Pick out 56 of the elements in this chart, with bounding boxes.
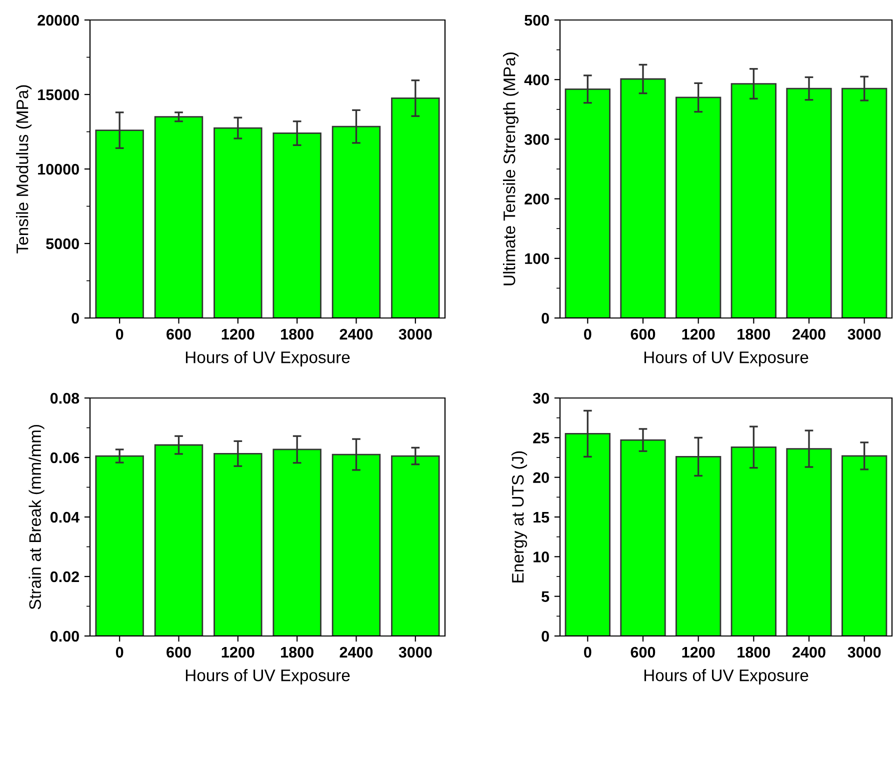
x-tick-label: 1800 [281,328,314,340]
y-tick-label: 15000 [38,89,79,100]
x-tick-label: 3000 [398,328,432,340]
x-tick-label: 1200 [682,328,715,340]
x-tick-label: 0 [584,328,592,340]
y-axis-title: Energy at UTS (J) [512,451,528,582]
x-axis-title: Hours of UV Exposure [644,351,808,367]
x-tick-label: 0 [116,328,124,340]
x-tick-label: 0 [116,646,124,658]
y-tick-label: 10 [534,552,549,562]
y-tick-label: 0 [72,312,79,324]
y-axis-title: Strain at Break (mm/mm) [28,424,44,610]
x-tick-label: 2400 [340,328,373,340]
x-tick-label: 600 [166,646,191,658]
x-tick-label: 2400 [340,646,373,658]
y-tick-label: 20 [533,472,549,484]
x-tick-label: 3000 [848,328,881,340]
x-tick-label: 600 [166,328,191,340]
x-tick-label: 1200 [682,646,715,658]
y-tick-label: 300 [524,134,549,145]
y-tick-label: 5000 [46,238,79,250]
x-tick-label: 1200 [222,646,254,658]
y-tick-label: 0.06 [50,452,80,464]
y-tick-label: 0.00 [50,630,79,642]
x-tick-label: 600 [630,328,656,340]
x-tick-label: 600 [630,646,656,658]
y-tick-label: 0 [542,312,549,324]
x-axis-title: Hours of UV Exposure [644,669,808,685]
y-tick-label: 0.08 [50,392,80,404]
y-tick-label: 20000 [38,14,79,26]
x-tick-label: 1800 [738,646,770,658]
x-axis-title: Hours of UV Exposure [186,351,350,367]
y-tick-label: 25 [533,432,550,444]
x-tick-label: 3000 [848,646,881,658]
y-tick-label: 5 [542,591,550,602]
y-axis-title: Ultimate Tensile Strength (MPa) [503,52,519,286]
y-tick-label: 200 [524,194,549,204]
x-tick-label: 2400 [792,328,826,340]
y-tick-label: 0.02 [50,571,79,582]
x-tick-label: 1800 [281,646,314,658]
y-tick-label: 0 [542,630,549,642]
x-tick-label: 1800 [738,328,770,340]
y-tick-label: 100 [525,253,549,264]
bar [154,116,204,318]
y-tick-label: 400 [524,74,549,86]
x-tick-label: 3000 [398,646,432,658]
y-tick-label: 30 [532,392,549,404]
x-tick-label: 2400 [792,646,826,658]
y-axis-title: Tensile Modulus (MPa) [16,85,32,254]
y-tick-label: 15 [534,512,550,523]
x-tick-label: 0 [584,646,592,658]
x-tick-label: 1200 [222,328,254,340]
y-tick-label: 0.04 [50,512,80,523]
y-tick-label: 10000 [38,164,79,175]
x-axis-title: Hours of UV Exposure [186,669,350,685]
y-tick-label: 500 [524,14,549,26]
